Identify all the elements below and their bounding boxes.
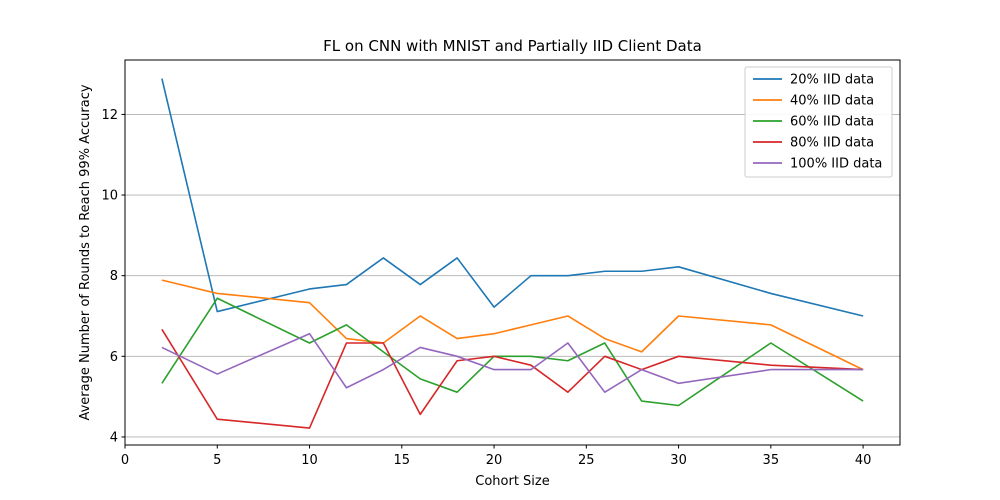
x-tick-label: 40 [855, 453, 872, 468]
x-tick-label: 30 [670, 453, 687, 468]
plot-frame [124, 59, 901, 446]
x-tick-label: 20 [486, 453, 503, 468]
legend-entry-label: 80% IID data [790, 136, 874, 151]
series-line-2 [161, 279, 864, 371]
series-lines [161, 78, 864, 429]
legend-entry-label: 100% IID data [790, 157, 882, 172]
x-tick-label: 5 [213, 453, 221, 468]
legend-box [744, 66, 893, 178]
x-tick-label: 15 [394, 453, 411, 468]
y-tick-label: 4 [110, 430, 118, 445]
y-tick-label: 12 [101, 108, 118, 123]
y-axis: 4 6 8 10 12 [101, 108, 125, 445]
legend-entry-label: 40% IID data [790, 94, 874, 109]
x-tick-label: 25 [578, 453, 595, 468]
y-tick-label: 6 [110, 350, 118, 365]
x-axis-label: Cohort Size [475, 474, 549, 489]
series-line-4 [161, 328, 864, 429]
y-tick-label: 10 [101, 189, 118, 204]
x-tick-label: 35 [763, 453, 780, 468]
series-line-5 [161, 332, 864, 393]
gridlines [125, 114, 900, 438]
legend: 20% IID data 40% IID data 60% IID data 80% … [744, 66, 893, 178]
chart-title: FL on CNN with MNIST and Partially IID C… [323, 37, 702, 55]
series-line-1 [161, 78, 864, 317]
x-tick-label: 10 [301, 453, 318, 468]
x-axis: 0 5 10 15 20 25 30 35 40 [121, 445, 872, 468]
y-tick-label: 8 [110, 269, 118, 284]
legend-entry-label: 20% IID data [790, 73, 874, 88]
x-tick-label: 0 [121, 453, 129, 468]
legend-entry-label: 60% IID data [790, 115, 874, 130]
y-axis-label: Average Number of Rounds to Reach 99% Ac… [78, 84, 93, 420]
